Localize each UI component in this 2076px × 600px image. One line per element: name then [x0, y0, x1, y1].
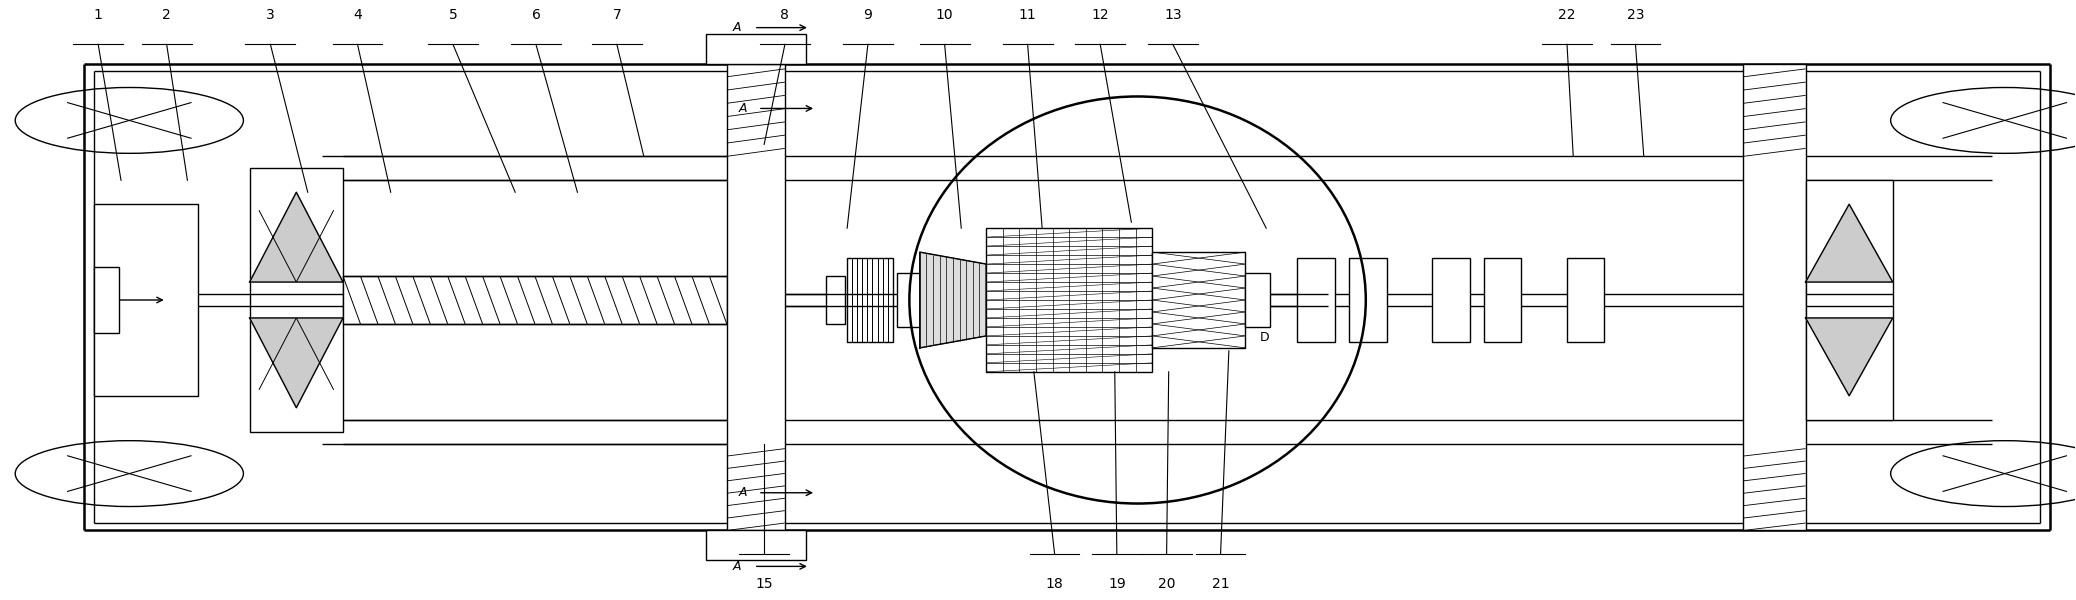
Text: 3: 3 — [266, 8, 274, 22]
Bar — [1432, 258, 1470, 342]
Text: 4: 4 — [353, 8, 361, 22]
Text: 6: 6 — [531, 8, 540, 22]
Text: 1: 1 — [93, 8, 102, 22]
Text: 10: 10 — [936, 8, 953, 22]
Bar — [1567, 258, 1605, 342]
Bar — [986, 228, 1152, 372]
Text: 18: 18 — [1046, 577, 1063, 590]
Bar — [1246, 273, 1271, 327]
Bar — [343, 276, 727, 324]
Text: A: A — [733, 21, 741, 34]
Text: 19: 19 — [1109, 577, 1125, 590]
Polygon shape — [920, 252, 986, 348]
Text: 15: 15 — [756, 577, 772, 590]
Text: A: A — [739, 102, 747, 115]
Bar — [897, 273, 920, 327]
Text: A: A — [733, 560, 741, 573]
Bar — [93, 204, 197, 396]
Text: 20: 20 — [1158, 577, 1175, 590]
Text: 9: 9 — [864, 8, 872, 22]
Text: 13: 13 — [1165, 8, 1181, 22]
Bar — [727, 64, 785, 530]
Bar — [93, 267, 118, 333]
Bar — [706, 530, 805, 560]
Text: A: A — [739, 486, 747, 499]
Polygon shape — [249, 318, 343, 408]
Bar — [1744, 64, 1806, 530]
Bar — [706, 34, 805, 64]
Text: D: D — [1260, 331, 1271, 344]
Polygon shape — [1806, 204, 1893, 282]
Text: 23: 23 — [1628, 8, 1644, 22]
Text: 5: 5 — [448, 8, 457, 22]
Bar — [847, 258, 893, 342]
Bar — [1349, 258, 1387, 342]
Text: 12: 12 — [1092, 8, 1109, 22]
Polygon shape — [1806, 318, 1893, 396]
Bar — [1152, 252, 1246, 348]
Bar — [826, 276, 845, 324]
Text: 8: 8 — [781, 8, 789, 22]
Text: 2: 2 — [162, 8, 170, 22]
Text: 7: 7 — [612, 8, 621, 22]
Bar — [1806, 180, 1893, 420]
Bar — [1298, 258, 1335, 342]
Text: 22: 22 — [1559, 8, 1576, 22]
Text: 21: 21 — [1212, 577, 1229, 590]
Bar — [249, 169, 343, 431]
Bar — [1484, 258, 1522, 342]
Text: 11: 11 — [1019, 8, 1036, 22]
Polygon shape — [249, 192, 343, 282]
